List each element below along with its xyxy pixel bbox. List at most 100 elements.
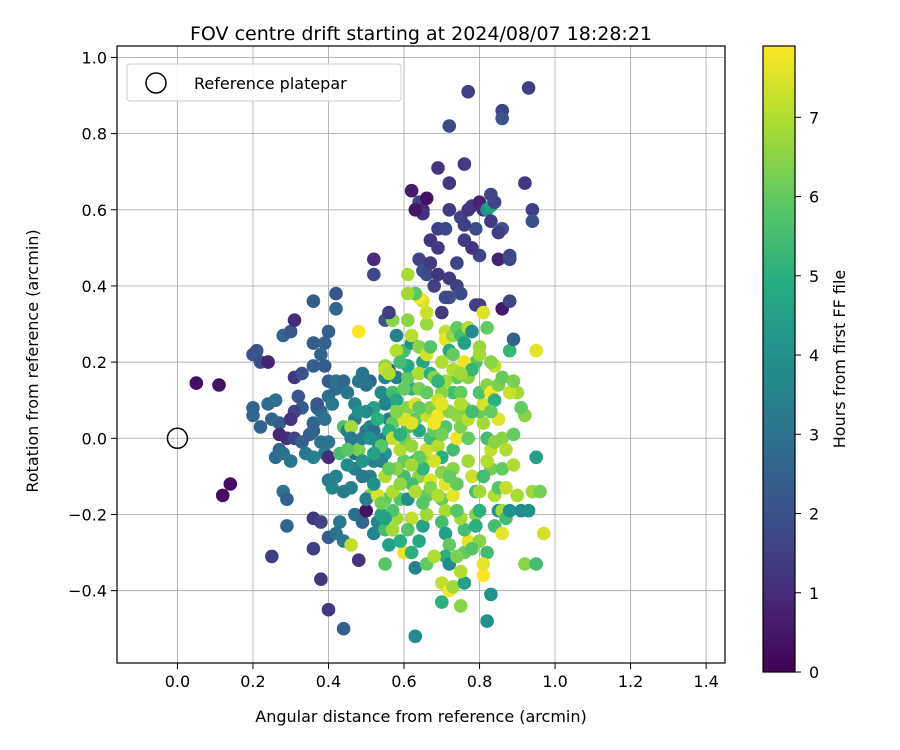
y-tick-label: 1.0 xyxy=(82,48,107,67)
y-tick-label: −0.2 xyxy=(68,505,107,524)
data-point xyxy=(431,161,445,175)
data-point xyxy=(212,378,226,392)
data-point xyxy=(480,321,494,335)
data-point xyxy=(427,279,442,293)
data-point xyxy=(246,408,260,423)
data-point xyxy=(367,477,381,491)
data-point xyxy=(484,355,498,369)
data-point xyxy=(457,576,472,590)
y-axis-ticks: −0.4 −0.2 0.0 0.2 0.4 0.6 0.8 1.0 xyxy=(68,48,117,601)
data-point xyxy=(393,442,408,457)
colorbar-tick-label: 0 xyxy=(809,663,819,682)
x-tick-label: 0.0 xyxy=(165,672,190,691)
data-point xyxy=(529,557,543,571)
data-point xyxy=(502,385,517,400)
data-point xyxy=(325,397,340,411)
data-point xyxy=(465,541,479,556)
data-point xyxy=(461,454,476,468)
data-point xyxy=(502,343,517,358)
data-point xyxy=(521,503,536,518)
data-point xyxy=(283,454,298,468)
data-point xyxy=(189,376,204,390)
data-point xyxy=(355,454,370,468)
data-point xyxy=(457,218,472,232)
colorbar-tick-label: 4 xyxy=(809,346,819,365)
data-point xyxy=(491,225,506,240)
data-point xyxy=(404,511,419,526)
data-point xyxy=(453,599,468,613)
data-point xyxy=(431,241,445,255)
colorbar-tick-label: 7 xyxy=(809,108,819,127)
data-point xyxy=(461,431,476,446)
y-tick-label: 0.4 xyxy=(82,277,107,296)
data-point xyxy=(355,366,370,381)
data-point xyxy=(423,340,438,354)
colorbar-gradient xyxy=(763,46,795,672)
data-point xyxy=(306,359,321,373)
data-point xyxy=(215,488,230,503)
data-point xyxy=(419,385,434,400)
legend-label: Reference platepar xyxy=(194,74,347,93)
data-point xyxy=(521,81,536,95)
data-point xyxy=(453,366,468,381)
data-point xyxy=(268,393,283,408)
data-point xyxy=(461,84,476,99)
data-point xyxy=(480,454,494,468)
x-tick-label: 1.2 xyxy=(618,672,643,691)
data-point xyxy=(314,572,328,586)
data-point xyxy=(412,534,426,548)
data-point xyxy=(484,187,498,202)
data-point xyxy=(450,256,464,270)
data-point xyxy=(502,294,517,309)
colorbar-tick-label: 1 xyxy=(809,584,819,603)
data-point xyxy=(382,305,396,320)
data-point xyxy=(393,477,408,491)
data-point xyxy=(404,458,419,472)
data-point xyxy=(450,431,464,446)
data-point xyxy=(393,427,408,442)
data-point xyxy=(457,157,472,171)
x-tick-label: 0.8 xyxy=(467,672,492,691)
data-point xyxy=(431,374,445,389)
data-points xyxy=(189,81,551,644)
data-point xyxy=(253,420,268,434)
data-point xyxy=(370,412,385,427)
data-point xyxy=(457,233,472,247)
data-point xyxy=(442,469,457,484)
colorbar-ticks: 0 1 2 3 4 5 6 7 xyxy=(795,108,819,682)
data-point xyxy=(287,313,302,328)
data-point xyxy=(446,580,460,594)
data-point xyxy=(389,328,404,343)
data-point xyxy=(393,534,408,548)
data-point xyxy=(321,450,336,465)
data-point xyxy=(333,515,347,529)
data-point xyxy=(295,366,309,381)
data-point xyxy=(453,564,468,579)
data-point xyxy=(431,439,445,453)
y-tick-label: 0.8 xyxy=(82,125,107,144)
data-point xyxy=(457,522,472,537)
legend: Reference platepar xyxy=(126,63,402,102)
data-point xyxy=(367,526,381,541)
colorbar-frame xyxy=(762,45,796,673)
data-point xyxy=(453,385,468,400)
data-point xyxy=(382,366,396,381)
data-point xyxy=(446,442,460,457)
data-point xyxy=(502,248,517,263)
data-point xyxy=(306,541,321,556)
data-point xyxy=(499,442,513,457)
data-point xyxy=(321,324,336,339)
data-point xyxy=(404,439,419,453)
data-point xyxy=(453,286,468,301)
data-point xyxy=(367,252,381,267)
data-point xyxy=(408,484,423,499)
data-point xyxy=(502,503,517,518)
x-tick-label: 0.2 xyxy=(240,672,265,691)
data-point xyxy=(518,557,532,571)
data-point xyxy=(378,511,392,526)
data-point xyxy=(435,427,449,442)
chart-title: FOV centre drift starting at 2024/08/07 … xyxy=(190,23,652,45)
x-tick-label: 0.4 xyxy=(316,672,341,691)
data-point xyxy=(404,328,419,343)
data-point xyxy=(435,515,449,529)
